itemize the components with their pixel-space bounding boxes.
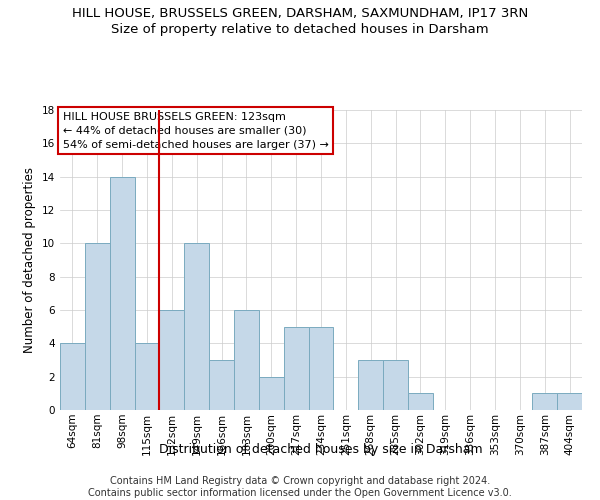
Text: Contains HM Land Registry data © Crown copyright and database right 2024.
Contai: Contains HM Land Registry data © Crown c… [88,476,512,498]
Bar [358,360,383,410]
Bar [532,394,557,410]
Y-axis label: Number of detached properties: Number of detached properties [23,167,37,353]
Bar [134,344,160,410]
Bar [234,310,259,410]
Bar [557,394,582,410]
Bar [110,176,134,410]
Bar [408,394,433,410]
Text: HILL HOUSE BRUSSELS GREEN: 123sqm
← 44% of detached houses are smaller (30)
54% : HILL HOUSE BRUSSELS GREEN: 123sqm ← 44% … [62,112,328,150]
Bar [383,360,408,410]
Bar [85,244,110,410]
Bar [284,326,308,410]
Bar [184,244,209,410]
Text: Size of property relative to detached houses in Darsham: Size of property relative to detached ho… [111,22,489,36]
Text: Distribution of detached houses by size in Darsham: Distribution of detached houses by size … [159,442,483,456]
Bar [259,376,284,410]
Bar [308,326,334,410]
Text: HILL HOUSE, BRUSSELS GREEN, DARSHAM, SAXMUNDHAM, IP17 3RN: HILL HOUSE, BRUSSELS GREEN, DARSHAM, SAX… [72,8,528,20]
Bar [209,360,234,410]
Bar [160,310,184,410]
Bar [60,344,85,410]
